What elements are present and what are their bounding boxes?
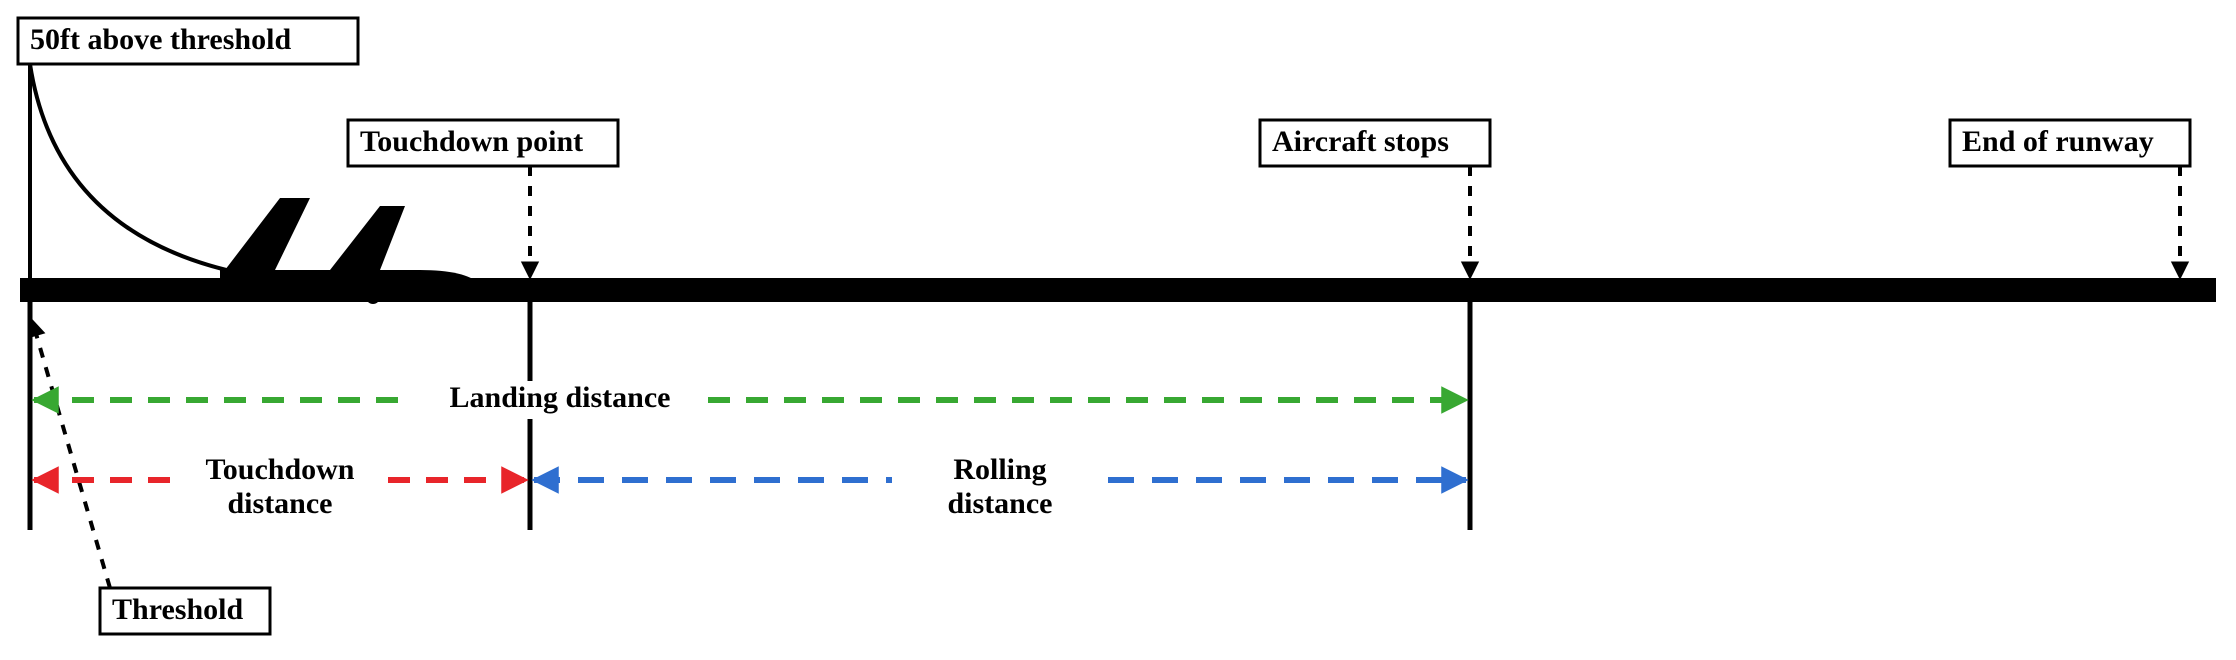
- label-threshold: Threshold: [100, 588, 270, 634]
- leader-threshold: [32, 320, 110, 588]
- label-end-text: End of runway: [1962, 125, 2154, 158]
- aircraft-icon: [220, 198, 480, 304]
- label-touchdown: Touchdown point: [348, 120, 618, 166]
- distance-touchdown-label: Touchdowndistance: [206, 453, 355, 520]
- distance-landing: Landing distance: [34, 381, 1466, 419]
- distance-rolling-label: Rollingdistance: [948, 453, 1053, 520]
- label-stops: Aircraft stops: [1260, 120, 1490, 166]
- label-threshold-text: Threshold: [112, 593, 243, 626]
- label-stops-text: Aircraft stops: [1272, 125, 1449, 158]
- label-fifty_ft-text: 50ft above threshold: [30, 23, 291, 56]
- distance-landing-label: Landing distance: [450, 381, 671, 414]
- label-touchdown-text: Touchdown point: [360, 125, 583, 158]
- label-fifty_ft: 50ft above threshold: [18, 18, 358, 64]
- distance-touchdown: Touchdowndistance: [34, 450, 526, 520]
- label-end: End of runway: [1950, 120, 2190, 166]
- distance-rolling: Rollingdistance: [534, 450, 1466, 520]
